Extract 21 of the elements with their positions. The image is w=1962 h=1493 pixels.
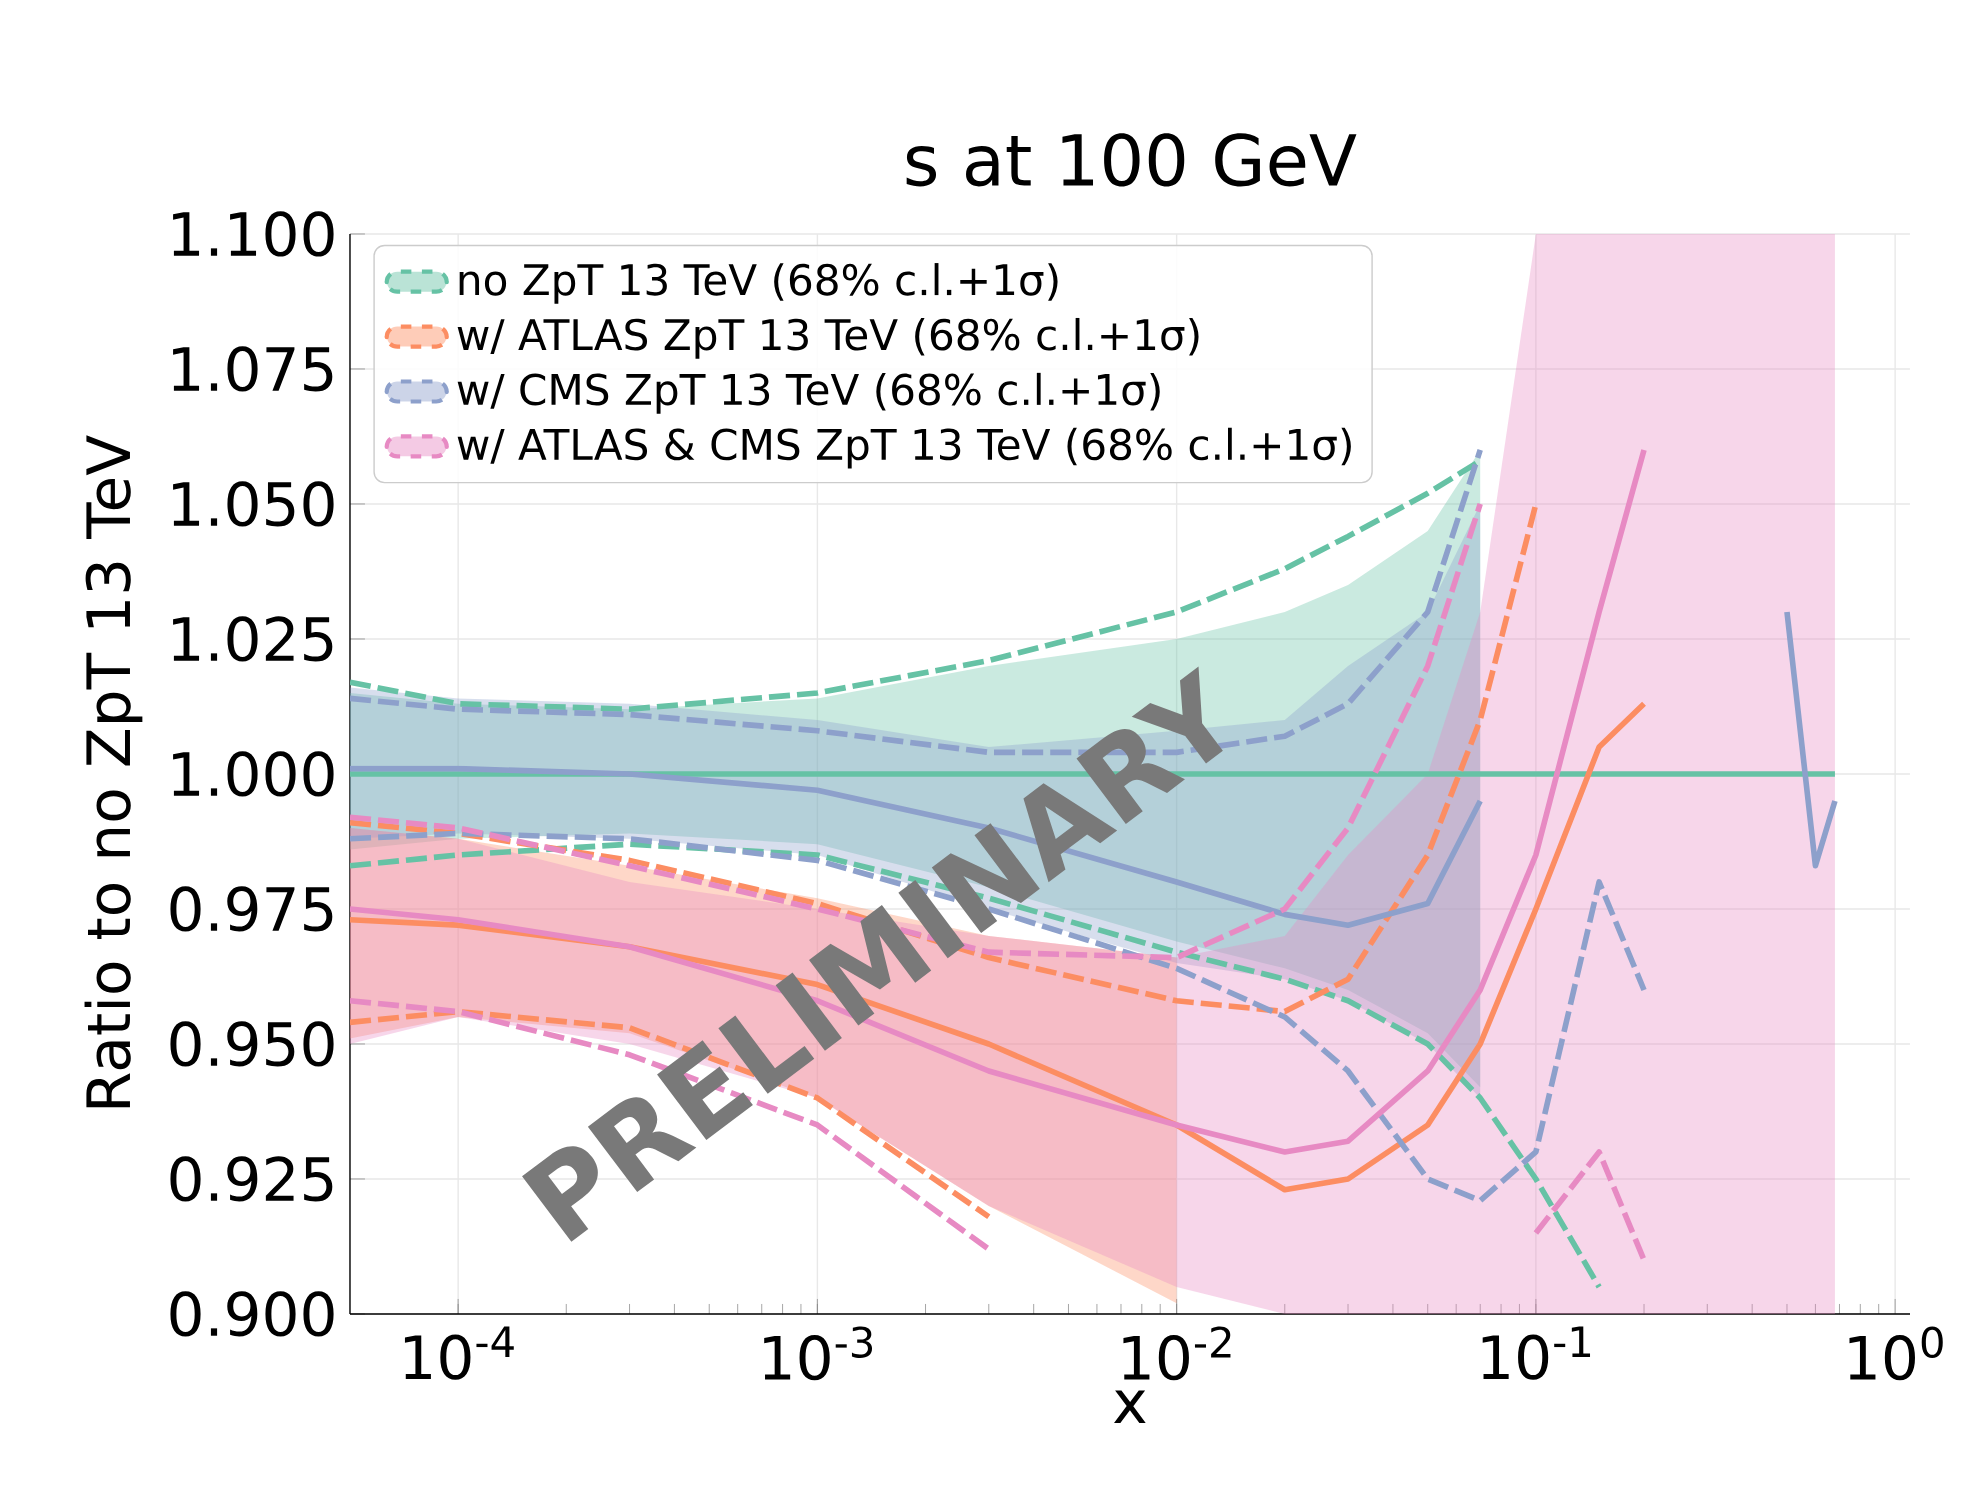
legend-label: w/ CMS ZpT 13 TeV (68% c.l.+1σ)	[457, 372, 1160, 414]
y-tick-label: 1.000	[173, 751, 334, 797]
y-tick-label: 0.975	[170, 886, 333, 932]
x-axis-title: x	[1114, 1390, 1146, 1424]
y-tick-label: 1.050	[173, 481, 334, 527]
x-tick-label: 10$^{-4}$	[404, 1326, 514, 1380]
chart-title: s at 100 GeV	[906, 133, 1357, 187]
x-tick-label: 10$^{-3}$	[764, 1326, 873, 1381]
legend-label: w/ ATLAS & CMS ZpT 13 TeV (68% c.l.+1σ)	[457, 427, 1351, 469]
legend-label: w/ ATLAS ZpT 13 TeV (68% c.l.+1σ)	[457, 317, 1199, 359]
y-tick-label: 0.950	[170, 1021, 334, 1067]
y-axis-title: Ratio to no ZpT 13 TeV	[84, 435, 143, 1108]
legend-label: no ZpT 13 TeV (68% c.l.+1σ)	[459, 263, 1058, 304]
y-tick-label: 1.100	[173, 211, 334, 257]
y-tick-label: 0.900	[170, 1291, 334, 1337]
y-tick-label: 1.025	[173, 616, 333, 662]
x-tick-label: 10$^{-1}$	[1482, 1326, 1591, 1380]
y-tick-label: 1.075	[173, 346, 333, 392]
x-tick-label: 10$^{-2}$	[1123, 1326, 1231, 1381]
y-tick-label: 0.925	[170, 1156, 333, 1202]
x-tick-label: 10$^{0}$	[1849, 1326, 1943, 1381]
